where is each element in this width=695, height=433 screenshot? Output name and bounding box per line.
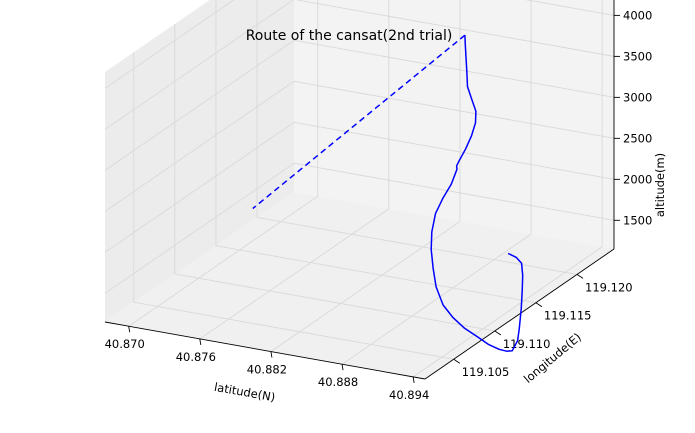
tick-marks: 40.870 40.876 40.882 40.888 40.894 119.105 119…	[105, 8, 653, 401]
series-line-dashed	[252, 34, 466, 210]
grid-line-y-floor	[256, 216, 578, 275]
grid-line-y-floor	[215, 245, 537, 304]
pane-floor	[105, 192, 614, 379]
data-series	[252, 34, 524, 352]
x-axis-label: latitude(N)	[213, 380, 276, 405]
z-tick-label: 3500	[623, 49, 652, 63]
x-axis-line	[104, 321, 426, 380]
y-tick	[494, 330, 502, 336]
grid-line-x-floor	[270, 221, 461, 352]
grid-line-y-floor	[174, 273, 495, 332]
grid-line-x-floor	[341, 233, 532, 365]
x-tick-label: 40.876	[176, 350, 216, 364]
grid-line-z-back	[293, 39, 615, 98]
y-axis-line	[424, 248, 615, 380]
grid-line-z-left	[104, 121, 295, 253]
grid-line-x-floor	[412, 246, 603, 378]
z-tick-label: 2000	[623, 172, 652, 186]
grid-line-z-left	[104, 80, 295, 212]
y-tick-label: 119.110	[503, 337, 551, 351]
y-tick	[453, 358, 461, 364]
z-tick-label: 3000	[623, 90, 652, 104]
x-tick-label: 40.870	[105, 337, 145, 351]
grid-line-x-floor	[128, 195, 318, 327]
x-tick	[199, 338, 202, 345]
y-tick	[535, 302, 543, 308]
grid-line-z-left	[104, 0, 294, 130]
grid-line-z-left	[104, 0, 235, 89]
x-tick	[341, 364, 344, 371]
axes-panes	[105, 0, 614, 379]
grid-line-y-floor	[133, 301, 454, 360]
y-tick-label: 119.105	[462, 365, 510, 379]
pane-back-wall	[294, 0, 614, 249]
z-axis-label: altitude(m)	[653, 153, 667, 217]
x-tick	[270, 351, 273, 358]
y-tick-label: 119.120	[585, 280, 633, 294]
axis-lines	[104, 0, 615, 380]
grid-line-z-back	[293, 80, 615, 139]
series-line-route	[430, 35, 524, 352]
chart-title: Route of the cansat(2nd trial)	[246, 28, 453, 44]
x-tick	[128, 326, 131, 333]
grid-line-x-floor	[199, 208, 390, 340]
grid-line-z-back	[293, 162, 615, 221]
grid-lines	[104, 0, 615, 378]
pane-left-wall	[105, 0, 294, 322]
x-tick-label: 40.894	[389, 388, 429, 402]
grid-line-z-left	[104, 39, 295, 171]
z-tick-label: 2500	[623, 131, 652, 145]
z-tick-label: 4000	[623, 8, 652, 22]
x-tick-label: 40.888	[318, 375, 358, 389]
x-tick-label: 40.882	[247, 363, 287, 377]
y-tick-label: 119.115	[544, 309, 592, 323]
z-tick-label: 1500	[623, 213, 652, 227]
grid-line-z-back	[525, 0, 615, 16]
grid-line-z-left	[104, 162, 295, 294]
x-tick	[412, 376, 415, 383]
grid-line-z-back	[294, 0, 615, 57]
y-tick	[576, 274, 584, 279]
